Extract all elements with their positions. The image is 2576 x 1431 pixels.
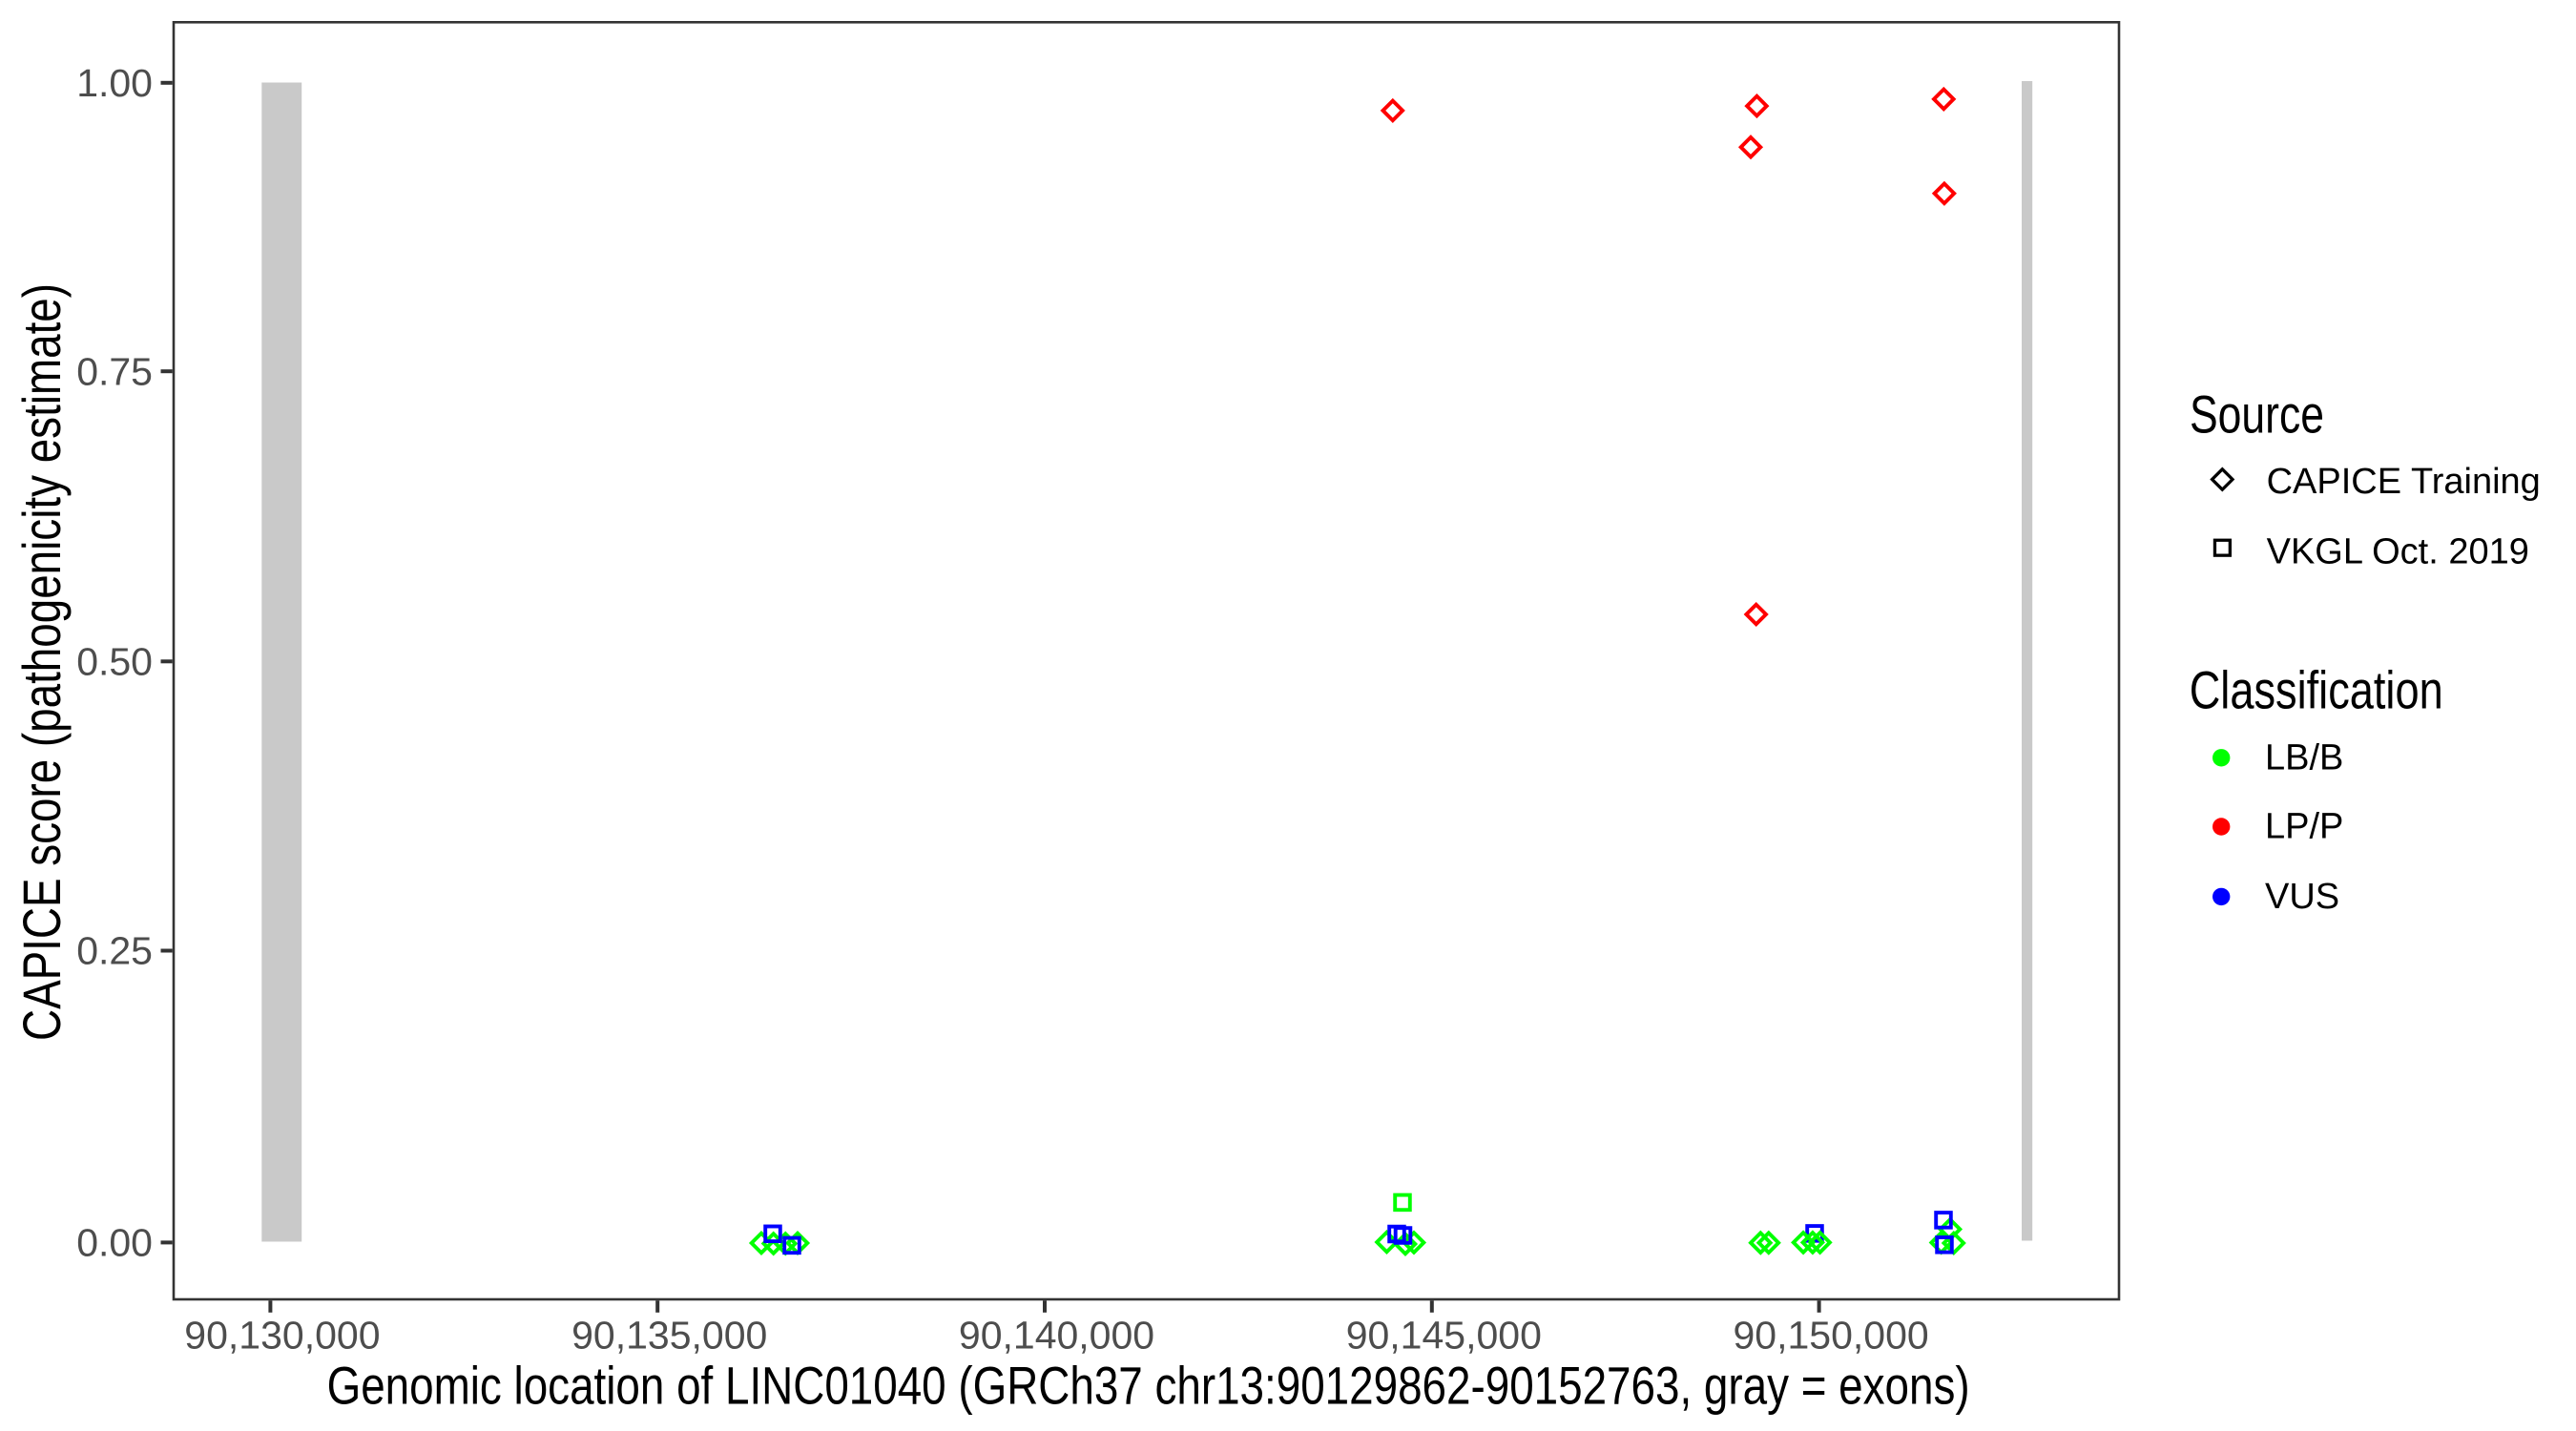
svg-text:90,140,000: 90,140,000	[959, 1313, 1154, 1357]
svg-text:VKGL Oct. 2019: VKGL Oct. 2019	[2267, 531, 2529, 571]
svg-text:CAPICE Training: CAPICE Training	[2267, 462, 2541, 502]
svg-text:90,130,000: 90,130,000	[184, 1313, 380, 1357]
svg-text:LB/B: LB/B	[2265, 738, 2343, 778]
svg-text:0.00: 0.00	[76, 1221, 153, 1265]
svg-text:CAPICE score (pathogenicity es: CAPICE score (pathogenicity estimate)	[11, 283, 72, 1041]
svg-text:0.75: 0.75	[76, 349, 153, 393]
svg-text:90,150,000: 90,150,000	[1733, 1313, 1928, 1357]
svg-text:90,135,000: 90,135,000	[571, 1313, 767, 1357]
svg-text:Genomic location of LINC01040: Genomic location of LINC01040 (GRCh37 ch…	[327, 1356, 1970, 1416]
svg-text:90,145,000: 90,145,000	[1346, 1313, 1542, 1357]
svg-text:0.50: 0.50	[76, 640, 153, 684]
svg-text:LP/P: LP/P	[2265, 807, 2343, 847]
svg-text:Source: Source	[2190, 384, 2324, 445]
svg-text:VUS: VUS	[2265, 877, 2339, 917]
svg-text:Classification: Classification	[2190, 660, 2443, 720]
svg-text:1.00: 1.00	[76, 61, 153, 105]
svg-text:0.25: 0.25	[76, 929, 153, 973]
